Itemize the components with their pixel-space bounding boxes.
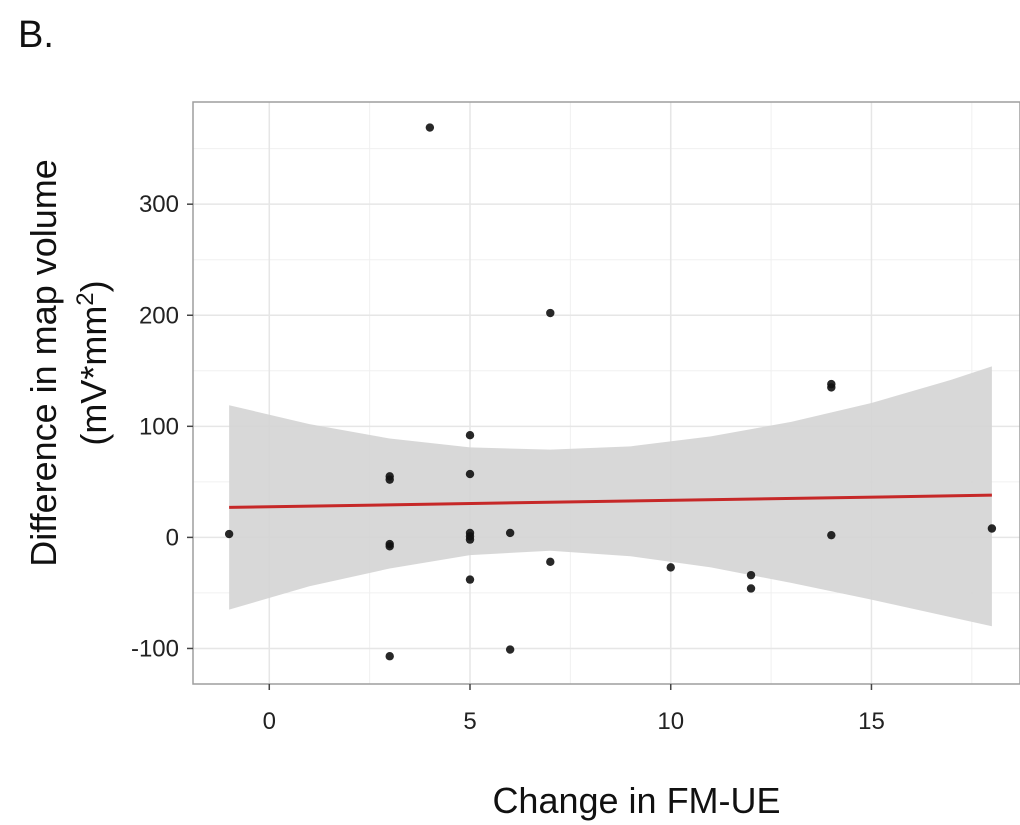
y-tick-label: 100: [139, 413, 179, 440]
x-tick-label: 15: [858, 708, 885, 735]
data-point: [385, 542, 394, 551]
data-point: [827, 383, 836, 392]
data-point: [425, 123, 435, 132]
data-point: [827, 530, 836, 540]
data-point: [505, 528, 515, 538]
data-point: [666, 563, 675, 572]
data-point: [987, 524, 997, 533]
data-point: [546, 308, 555, 318]
data-point: [505, 645, 515, 654]
data-point: [465, 469, 475, 479]
y-tick-label: 0: [166, 524, 179, 551]
x-tick-label: 0: [263, 708, 276, 735]
data-point: [465, 535, 475, 544]
y-tick-label: -100: [131, 635, 179, 662]
data-point: [385, 652, 394, 661]
y-axis-title: Difference in map volume (mV*mm2): [23, 159, 114, 567]
data-point: [465, 575, 475, 584]
y-axis-title-line1: Difference in map volume: [23, 159, 64, 567]
y-axis-title-suffix: ): [73, 280, 114, 292]
x-axis-title: Change in FM-UE: [492, 780, 780, 821]
x-tick-label: 10: [657, 708, 684, 735]
data-point: [746, 584, 756, 593]
data-points: [224, 123, 997, 661]
data-point: [546, 557, 555, 567]
y-tick-label: 300: [139, 191, 179, 218]
y-axis-title-superscript: 2: [72, 292, 99, 305]
data-point: [465, 431, 475, 440]
data-point: [224, 529, 234, 539]
panel-border: [192, 101, 1020, 685]
data-point: [746, 570, 756, 580]
fit-line: [229, 493, 992, 509]
panel-label: B.: [18, 14, 54, 56]
data-point: [385, 475, 394, 484]
x-tick-label: 5: [463, 708, 476, 735]
y-axis-title-prefix: (mV*mm: [73, 306, 114, 446]
y-axis-title-line2: (mV*mm2): [72, 280, 115, 445]
confidence-band: [229, 366, 992, 627]
axis-ticks: 0 5 10 15 -100 0 100 200 300: [131, 191, 885, 735]
y-tick-label: 200: [139, 302, 179, 329]
